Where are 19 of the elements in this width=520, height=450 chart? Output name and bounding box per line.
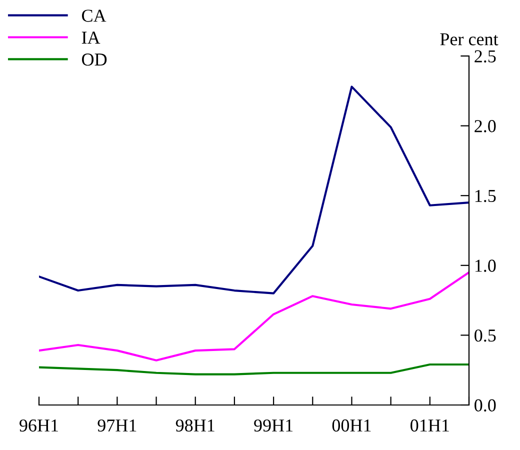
legend-label: OD [82, 54, 107, 66]
x-tick-label: 01H1 [410, 419, 449, 432]
line-series [39, 271, 469, 362]
y-tick-label: 2.0 [474, 120, 496, 132]
x-tick-label: 98H1 [176, 419, 214, 432]
y-tick-label: 1.0 [475, 260, 496, 272]
y-tick-label: 0.5 [474, 329, 496, 342]
y-tick-label: 2.5 [474, 50, 496, 63]
y-tick-label: 0.0 [474, 399, 496, 412]
x-tick-label: 99H1 [254, 419, 293, 432]
x-tick-label: 00H1 [332, 419, 371, 432]
x-tick-label: 96H1 [20, 419, 58, 432]
x-tick-label: 97H1 [98, 419, 136, 432]
legend-label: CA [82, 10, 106, 22]
y-axis-title: Per cent [440, 33, 498, 46]
line-series [39, 86, 469, 294]
y-tick-label: 1.5 [475, 190, 496, 202]
legend-label: IA [82, 32, 100, 44]
line-series [39, 363, 469, 376]
